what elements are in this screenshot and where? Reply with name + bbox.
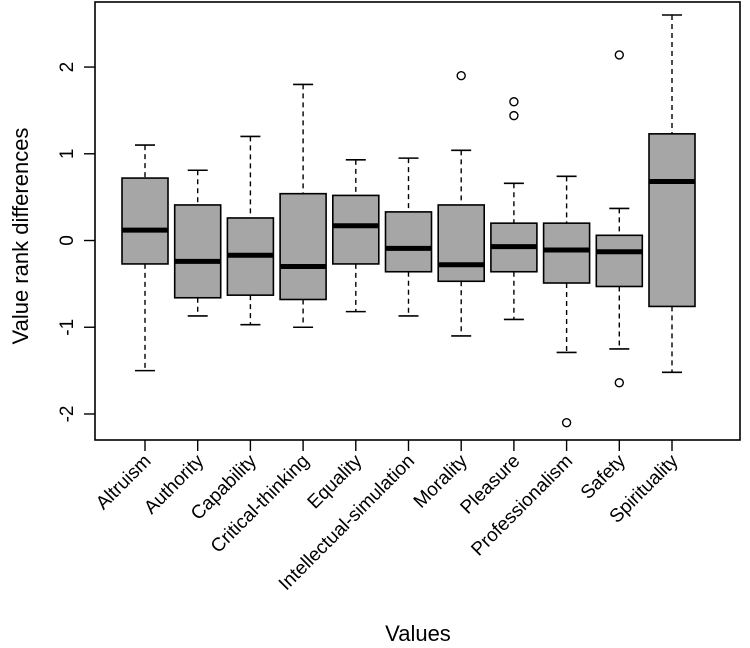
outlier-point	[509, 97, 519, 107]
box-intellectual-simulation	[384, 157, 433, 317]
box-authority	[173, 169, 222, 317]
y-tick-label: 2	[57, 62, 78, 73]
y-tick-label: 0	[57, 235, 78, 246]
box-professionalism	[542, 175, 591, 428]
plot-frame	[94, 1, 741, 441]
y-tick-label: 1	[57, 148, 78, 159]
box-safety	[595, 50, 644, 388]
box-body	[648, 133, 696, 308]
box-altruism	[121, 144, 169, 372]
box-body	[437, 204, 486, 283]
x-axis-title: Values	[385, 621, 451, 646]
y-axis-title: Value rank differences	[8, 128, 33, 345]
y-tick-label: -1	[57, 319, 78, 336]
box-body	[121, 177, 169, 265]
x-axis: AltruismAuthorityCapabilityCritical-thin…	[92, 440, 683, 595]
box-capability	[226, 135, 275, 326]
box-body	[595, 234, 644, 288]
box-body	[331, 194, 380, 265]
box-body	[173, 204, 222, 299]
box-morality	[437, 71, 486, 337]
box-pleasure	[490, 97, 538, 321]
box-body	[384, 211, 433, 273]
outlier-point	[509, 110, 519, 121]
box-body	[542, 222, 591, 284]
box-equality	[331, 159, 380, 313]
x-tick-label: Critical-thinking	[207, 451, 314, 558]
outlier-point	[614, 50, 624, 60]
y-axis: -2 -1 0 1 2	[57, 62, 95, 423]
box-body	[279, 192, 327, 301]
box-spirituality	[648, 14, 696, 374]
y-tick-label: -2	[57, 406, 78, 423]
outlier-point	[614, 378, 624, 388]
boxes-group	[121, 14, 696, 428]
outlier-point	[456, 71, 466, 81]
box-critical-thinking	[279, 83, 327, 329]
outlier-point	[561, 417, 572, 428]
